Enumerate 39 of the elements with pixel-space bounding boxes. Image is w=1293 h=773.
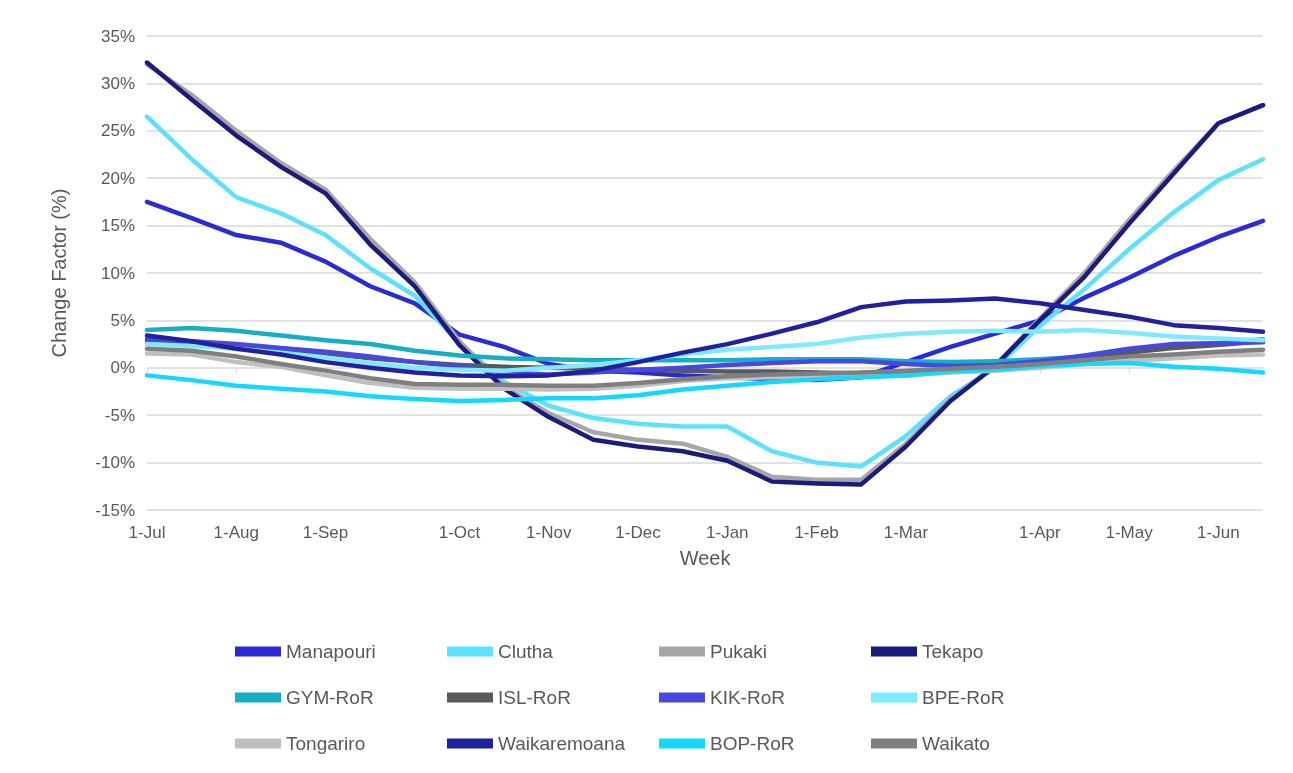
y-tick-label: -10% xyxy=(95,453,135,473)
y-tick-label: 15% xyxy=(100,216,135,236)
y-tick-label: 20% xyxy=(100,168,135,188)
x-tick-label: 1-Apr xyxy=(1019,523,1061,542)
legend-label: ISL-RoR xyxy=(498,687,571,708)
legend-label: KIK-RoR xyxy=(710,687,785,708)
x-tick-label: 1-Oct xyxy=(438,523,481,542)
y-tick-label: 5% xyxy=(110,310,135,330)
legend-label: Pukaki xyxy=(710,641,768,662)
legend-label: GYM-RoR xyxy=(286,687,374,708)
y-tick-label: 25% xyxy=(100,121,135,141)
legend-label: Clutha xyxy=(498,641,554,662)
x-tick-label: 1-Jan xyxy=(706,523,749,542)
legend-label: Manapouri xyxy=(286,641,376,662)
legend-label: Tongariro xyxy=(286,733,366,754)
y-tick-label: -15% xyxy=(95,500,135,520)
y-tick-label: 0% xyxy=(110,358,135,378)
x-tick-label: 1-May xyxy=(1105,523,1154,542)
legend-label: Waikato xyxy=(922,733,990,754)
legend-label: Waikaremoana xyxy=(498,733,626,754)
x-tick-label: 1-Aug xyxy=(213,523,259,542)
x-axis-title: Week xyxy=(679,547,732,569)
legend-label: BOP-RoR xyxy=(710,733,795,754)
y-tick-label: 10% xyxy=(100,263,135,283)
x-tick-label: 1-Dec xyxy=(615,523,662,542)
x-tick-label: 1-Jul xyxy=(128,523,166,542)
y-tick-label: -5% xyxy=(104,405,135,425)
line-series xyxy=(144,296,1266,379)
y-axis-title: Change Factor (%) xyxy=(48,188,70,358)
x-tick-label: 1-Nov xyxy=(526,523,572,542)
x-tick-label: 1-Jun xyxy=(1197,523,1240,542)
legend-label: BPE-RoR xyxy=(922,687,1005,708)
x-tick-label: 1-Mar xyxy=(883,523,929,542)
y-tick-label: 35% xyxy=(100,26,135,46)
x-tick-label: 1-Feb xyxy=(794,523,839,542)
x-tick-label: 1-Sep xyxy=(302,523,349,542)
y-tick-label: 30% xyxy=(100,73,135,93)
line-series xyxy=(144,360,1266,404)
legend-label: Tekapo xyxy=(922,641,984,662)
